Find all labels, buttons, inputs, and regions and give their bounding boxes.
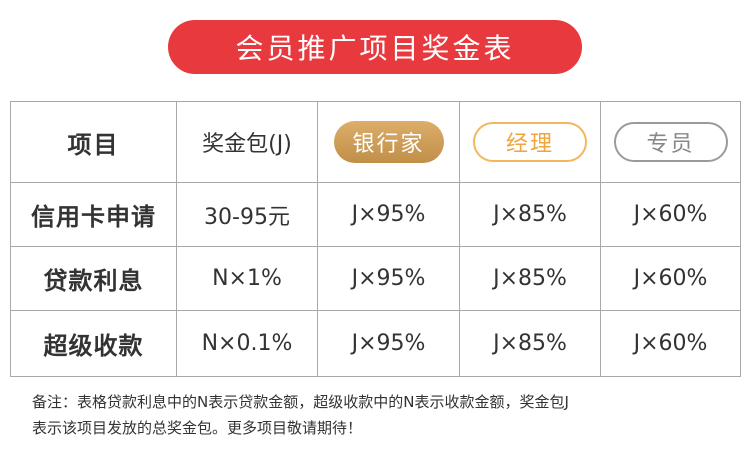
header-tier-silver-cell: 银行家 <box>317 101 460 183</box>
bonus-cell: N×1% <box>176 246 318 311</box>
page-title: 会员推广项目奖金表 <box>235 32 515 65</box>
title-banner: 会员推广项目奖金表 <box>168 20 582 74</box>
specialist-cell: J×60% <box>600 182 741 247</box>
manager-cell: J×85% <box>459 310 601 377</box>
footnote-line-1: 备注：表格贷款利息中的N表示贷款金额，超级收款中的N表示收款金额，奖金包J <box>32 393 569 411</box>
specialist-cell: J×60% <box>600 310 741 377</box>
bonus-cell: 30-95元 <box>176 182 318 247</box>
tier-badge-banker: 银行家 <box>333 121 444 163</box>
banker-cell: J×95% <box>317 246 460 311</box>
bonus-table: 项目 奖金包(J) 银行家 经理 专员 信用卡申请 30-95元 J×95% J… <box>10 101 741 377</box>
footnote: 备注：表格贷款利息中的N表示贷款金额，超级收款中的N表示收款金额，奖金包J 表示… <box>32 389 732 441</box>
tier-badge-specialist: 专员 <box>613 122 728 162</box>
header-bonus: 奖金包(J) <box>176 101 318 183</box>
row-label: 信用卡申请 <box>10 182 177 247</box>
footnote-line-2: 表示该项目发放的总奖金包。更多项目敬请期待！ <box>32 419 363 437</box>
header-tier-manager-cell: 经理 <box>459 101 601 183</box>
header-item: 项目 <box>10 101 177 183</box>
tier-badge-manager: 经理 <box>473 122 587 162</box>
banker-cell: J×95% <box>317 182 460 247</box>
table-row: 超级收款 N×0.1% J×95% J×85% J×60% <box>10 310 741 377</box>
bonus-cell: N×0.1% <box>176 310 318 377</box>
specialist-cell: J×60% <box>600 246 741 311</box>
table-row: 信用卡申请 30-95元 J×95% J×85% J×60% <box>10 182 741 247</box>
table-header-row: 项目 奖金包(J) 银行家 经理 专员 <box>10 101 741 183</box>
manager-cell: J×85% <box>459 246 601 311</box>
table-row: 贷款利息 N×1% J×95% J×85% J×60% <box>10 246 741 311</box>
banker-cell: J×95% <box>317 310 460 377</box>
header-tier-specialist-cell: 专员 <box>600 101 741 183</box>
row-label: 超级收款 <box>10 310 177 377</box>
row-label: 贷款利息 <box>10 246 177 311</box>
manager-cell: J×85% <box>459 182 601 247</box>
